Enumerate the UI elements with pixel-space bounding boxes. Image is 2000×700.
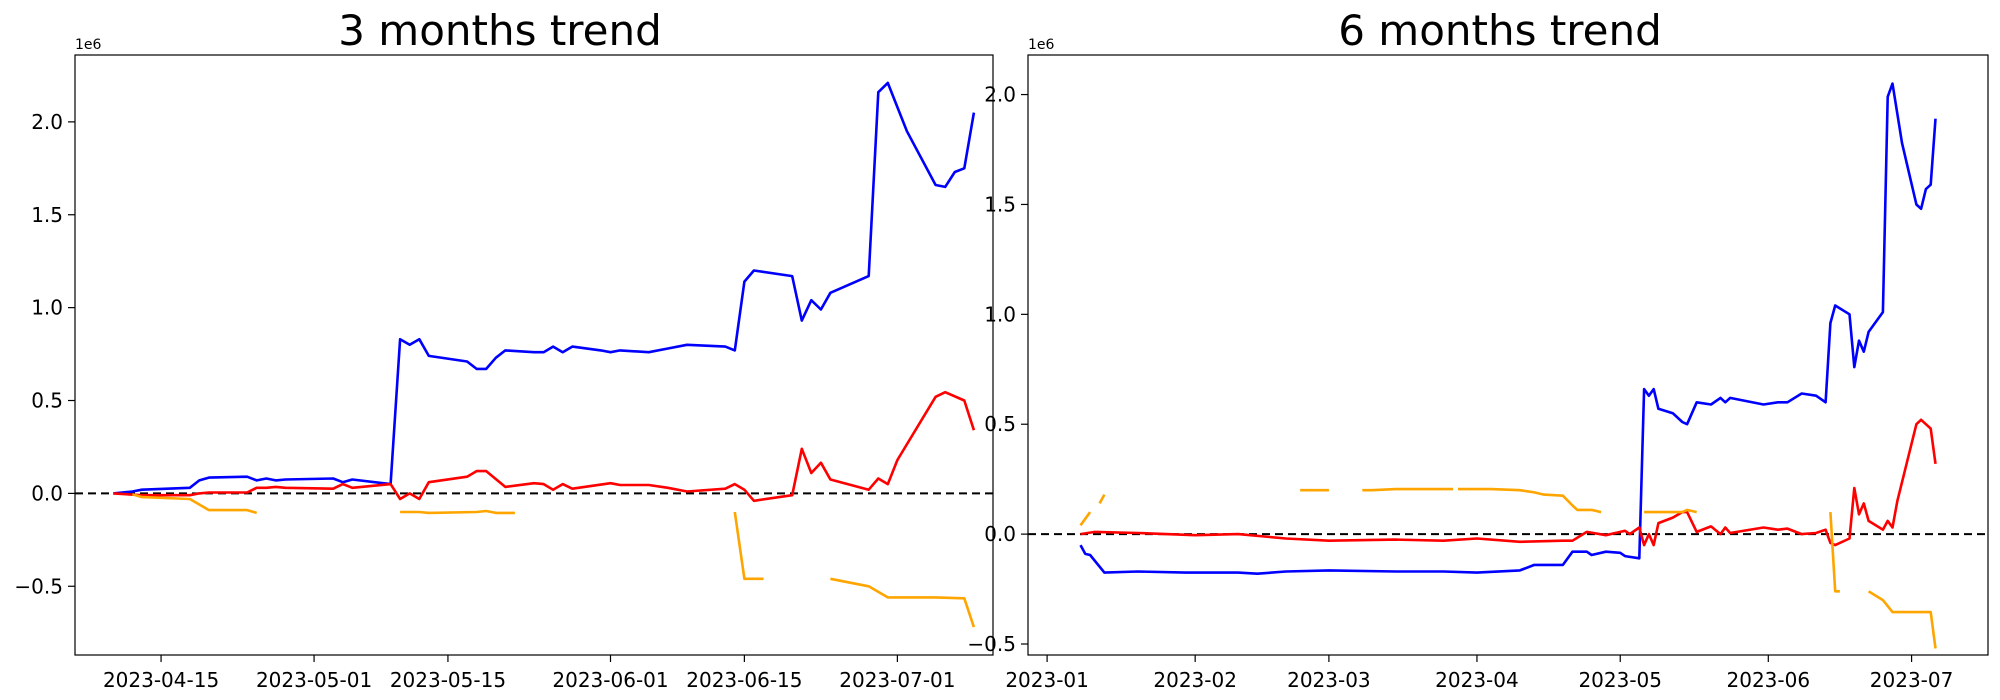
y-tick-label: −0.5	[967, 632, 1016, 656]
series-2-segment-4	[1457, 487, 1602, 514]
y-tick-label: 1.5	[31, 203, 63, 227]
series-2-segment-5	[1644, 508, 1697, 514]
series-0-segment-0	[113, 81, 976, 495]
y-tick-label: 1.0	[984, 302, 1016, 326]
x-tick-label: 2023-07-01	[839, 668, 955, 692]
y-offset-label: 1e6	[1028, 37, 1055, 53]
x-tick-label: 2023-05	[1578, 668, 1662, 692]
series-2-segment-0	[132, 493, 258, 515]
chart-plot-area-3-months: −0.5 0.0 0.5 1.0 1.5 2.0 2023-04-15 2023-05-01 2…	[14, 37, 994, 692]
series-2-segment-0	[1079, 511, 1092, 527]
series-2-segment-2	[733, 511, 764, 581]
y-tick-label: 2.0	[31, 110, 63, 134]
y-tick-label: 1.5	[984, 192, 1016, 216]
x-tick-label: 2023-06-01	[552, 668, 668, 692]
x-tick-label: 2023-07	[1870, 668, 1954, 692]
axes-frame	[74, 54, 994, 656]
y-tick-label: 2.0	[984, 83, 1016, 107]
series-0-segment-0	[1079, 82, 1937, 576]
y-tick-label: 0.0	[984, 522, 1016, 546]
x-tick-label: 2023-06-15	[686, 668, 802, 692]
chart-title: 3 months trend	[338, 6, 662, 55]
chart-6-months: 6 months trend −0.5 0.0 0.5 1.0 1.5 2.0 2023-0…	[967, 0, 2000, 700]
x-tick-label: 2023-05-15	[390, 668, 506, 692]
x-tick-label: 2023-04-15	[103, 668, 219, 692]
series-2-segment-1	[1098, 493, 1106, 505]
series-1-segment-0	[113, 390, 976, 503]
y-tick-label: 1.0	[31, 296, 63, 320]
series-2-segment-1	[400, 509, 515, 515]
x-tick-label: 2023-06	[1727, 668, 1811, 692]
y-tick-label: 0.5	[31, 389, 63, 413]
y-offset-label: 1e6	[75, 37, 102, 53]
y-tick-label: 0.0	[31, 481, 63, 505]
series-2-segment-6	[1829, 512, 1840, 593]
series-1-segment-0	[1080, 418, 1937, 547]
x-tick-label: 2023-02	[1153, 668, 1237, 692]
series-2-segment-7	[1867, 590, 1937, 649]
x-tick-label: 2023-04	[1435, 668, 1519, 692]
x-tick-label: 2023-03	[1287, 668, 1371, 692]
chart-plot-area-6-months: −0.5 0.0 0.5 1.0 1.5 2.0 2023-01 2023-02 2023-03…	[967, 37, 1989, 692]
x-tick-label: 2023-01	[1005, 668, 1089, 692]
x-tick-label: 2023-05-01	[256, 668, 372, 692]
y-tick-label: 0.5	[984, 412, 1016, 436]
series-2-segment-3	[1362, 487, 1454, 492]
series-2-segment-3	[830, 577, 976, 628]
y-tick-label: −0.5	[14, 574, 63, 598]
chart-title: 6 months trend	[1338, 6, 1662, 55]
axes-frame	[1027, 54, 1989, 656]
chart-3-months: 3 months trend −0.5 0.0 0.5 1.0 1.5 2.0 2023-0…	[14, 6, 994, 692]
